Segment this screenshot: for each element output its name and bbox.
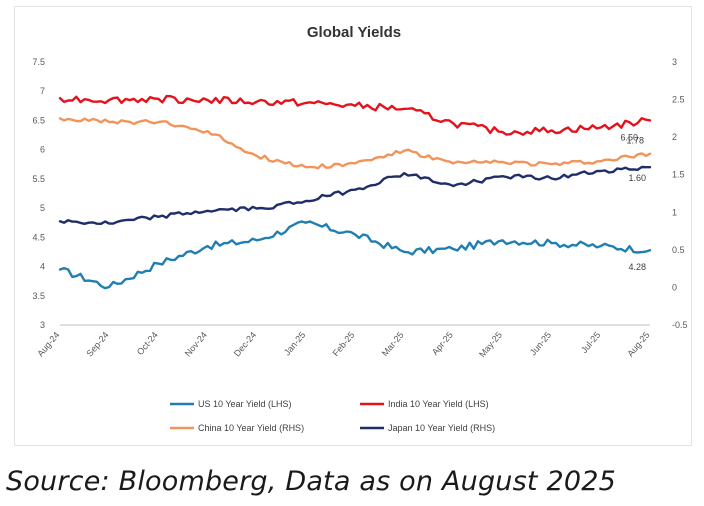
x-tick-label: Feb-25 <box>331 330 357 358</box>
x-tick-label: Aug-24 <box>35 330 61 359</box>
chart-frame: Global Yields 7.5 7 6.5 6 5.5 5 4.5 4 3.5 3 3 2.5 2 1… <box>14 6 692 446</box>
y-left-tick-label: 4.5 <box>32 232 45 242</box>
y-right-tick-label: -0.5 <box>672 320 688 330</box>
x-tick-label: Jul-25 <box>579 330 602 355</box>
y-left-tick-label: 6 <box>40 145 45 155</box>
y-left-tick-label: 7 <box>40 86 45 96</box>
series-line <box>58 117 652 170</box>
y-right-tick-label: 1.5 <box>672 170 685 180</box>
line-chart: Global Yields 7.5 7 6.5 6 5.5 5 4.5 4 3.5 3 3 2.5 2 1… <box>32 24 688 433</box>
y-left-tick-label: 4 <box>40 262 45 272</box>
y-left-tick-label: 7.5 <box>32 57 45 67</box>
end-value-label: 6.50 <box>620 132 638 142</box>
y-right-tick-label: 0.5 <box>672 245 685 255</box>
x-tick-label: Jan-25 <box>282 330 307 358</box>
y-left-tick-label: 3.5 <box>32 291 45 301</box>
y-left-tick-label: 3 <box>40 320 45 330</box>
y-left-tick-label: 5 <box>40 203 45 213</box>
end-value-label: 4.28 <box>628 262 646 272</box>
y-left-tick-label: 6.5 <box>32 115 45 125</box>
x-tick-label: Mar-25 <box>380 330 406 358</box>
end-value-label: 1.78 <box>626 136 644 146</box>
source-note: Source: Bloomberg, Data as on August 202… <box>6 466 616 497</box>
y-right-tick-label: 1 <box>672 207 677 217</box>
legend-label: US 10 Year Yield (LHS) <box>198 399 292 409</box>
legend-label: Japan 10 Year Yield (RHS) <box>388 423 495 433</box>
y-right-tick-label: 2.5 <box>672 95 685 105</box>
series-line <box>58 94 652 136</box>
series-line <box>58 165 652 225</box>
y-right-tick-label: 0 <box>672 282 677 292</box>
x-tick-label: May-25 <box>477 330 504 359</box>
x-tick-label: Oct-24 <box>135 330 160 357</box>
x-tick-label: Aug-25 <box>625 330 651 359</box>
y-right-tick-label: 3 <box>672 57 677 67</box>
chart-title: Global Yields <box>307 24 401 41</box>
y-right-tick-label: 2 <box>672 132 677 142</box>
x-tick-label: Nov-24 <box>183 330 209 359</box>
x-tick-label: Sep-24 <box>84 330 110 359</box>
x-tick-label: Dec-24 <box>232 330 258 359</box>
x-tick-label: Apr-25 <box>430 330 455 357</box>
x-tick-label: Jun-25 <box>528 330 553 358</box>
end-value-label: 1.60 <box>628 173 646 183</box>
y-left-tick-label: 5.5 <box>32 174 45 184</box>
legend-label: India 10 Year Yield (LHS) <box>388 399 489 409</box>
legend-label: China 10 Year Yield (RHS) <box>198 423 304 433</box>
series-line <box>58 220 652 290</box>
